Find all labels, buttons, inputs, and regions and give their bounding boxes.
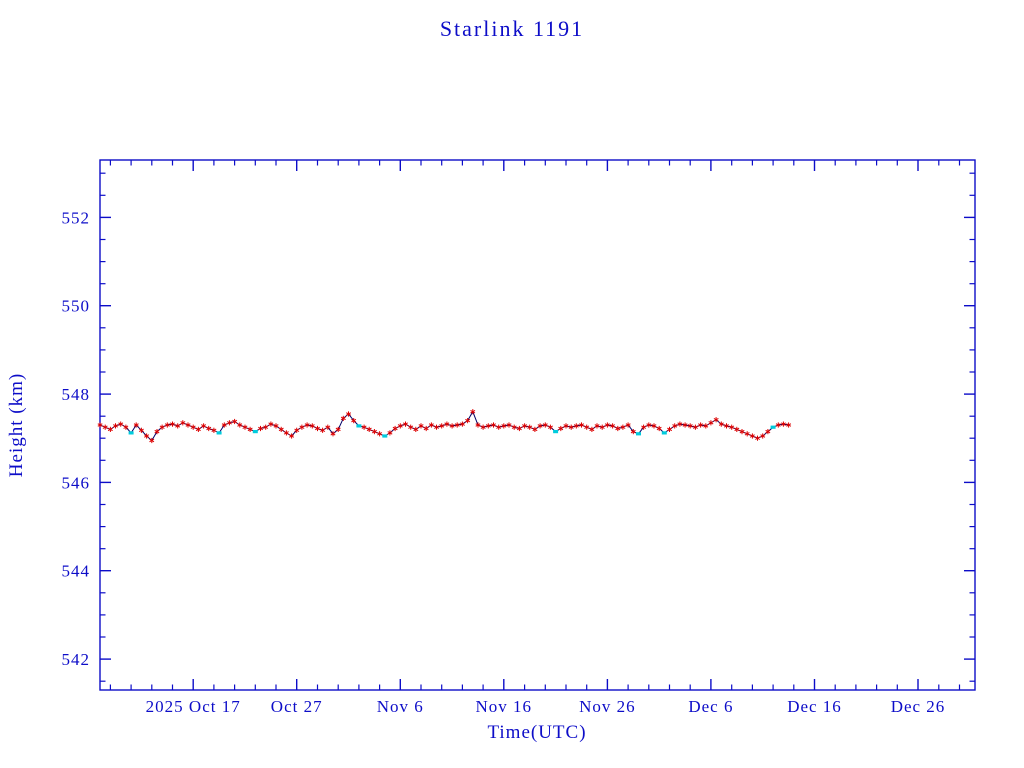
x-tick-label: Dec 26 bbox=[891, 697, 946, 716]
chart-title: Starlink 1191 bbox=[439, 16, 585, 41]
x-tick-label: Nov 16 bbox=[476, 697, 533, 716]
x-tick-label: Dec 6 bbox=[688, 697, 733, 716]
y-tick-label: 544 bbox=[62, 562, 91, 581]
y-tick-label: 542 bbox=[62, 650, 91, 669]
y-axis-label: Height (km) bbox=[6, 373, 27, 477]
x-tick-label: Dec 16 bbox=[787, 697, 842, 716]
y-tick-label: 546 bbox=[62, 473, 91, 492]
x-tick-label: Nov 26 bbox=[579, 697, 636, 716]
x-tick-label: 2025 Oct 17 bbox=[146, 697, 241, 716]
plot-frame bbox=[99, 159, 976, 691]
x-tick-label: Nov 6 bbox=[377, 697, 424, 716]
y-tick-label: 548 bbox=[62, 385, 91, 404]
x-tick-label: Oct 27 bbox=[271, 697, 323, 716]
y-tick-label: 552 bbox=[62, 208, 91, 227]
y-tick-label: 550 bbox=[62, 297, 91, 316]
height-series-markers bbox=[97, 409, 792, 444]
plot-area: 2025 Oct 17 Oct 27 Nov 6 Nov 16 Nov 26 Dec 6 D… bbox=[62, 159, 976, 716]
x-axis-label: Time(UTC) bbox=[487, 722, 586, 743]
